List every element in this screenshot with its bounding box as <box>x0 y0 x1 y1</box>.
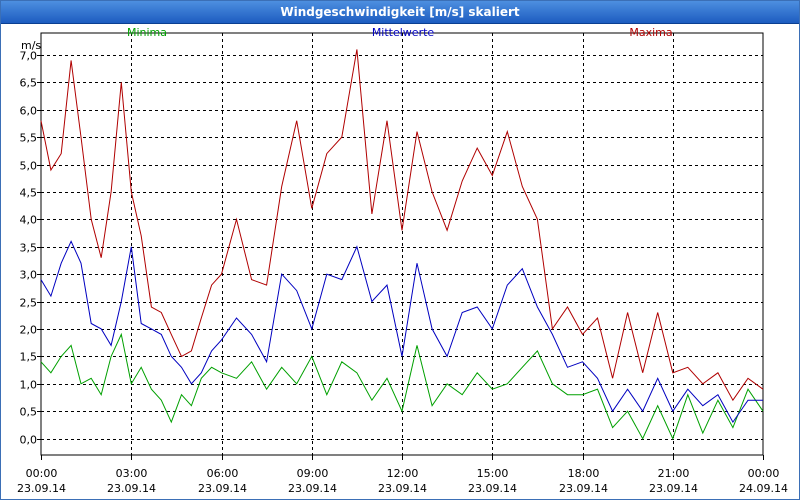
y-tick-label: 4,5 <box>20 187 38 200</box>
x-tick-time: 06:00 <box>207 467 239 480</box>
series-line-mittelwerte <box>40 240 763 424</box>
x-tick-date: 23.09.14 <box>468 482 517 495</box>
y-tick-label: 6,5 <box>20 77 38 90</box>
series-line-maxima <box>40 49 764 402</box>
x-tick-date: 23.09.14 <box>17 482 66 495</box>
y-tick-label: 1,5 <box>20 351 38 364</box>
y-tick-label: 3,0 <box>20 269 38 282</box>
x-tick-time: 18:00 <box>568 467 600 480</box>
legend-maxima: Maxima <box>629 26 672 39</box>
x-tick-time: 09:00 <box>297 467 329 480</box>
x-tick-time: 03:00 <box>116 467 148 480</box>
chart-title: Windgeschwindigkeit [m/s] skaliert <box>1 1 799 24</box>
y-tick-label: 3,5 <box>20 242 38 255</box>
x-tick-time: 15:00 <box>477 467 509 480</box>
x-tick-date: 24.09.14 <box>739 482 788 495</box>
x-tick-date: 23.09.14 <box>198 482 247 495</box>
x-tick-time: 21:00 <box>658 467 690 480</box>
y-tick-label: 4,0 <box>20 214 38 227</box>
x-tick-time: 12:00 <box>387 467 419 480</box>
legend-mittelwerte: Mittelwerte <box>372 26 435 39</box>
x-tick-date: 23.09.14 <box>107 482 156 495</box>
y-tick-label: 0,0 <box>20 434 38 447</box>
wind-speed-chart: 0,0 0,5 1,0 1,5 2,0 2,5 3,0 3,5 4,0 4,5 5,0 5,5 6,0 6… <box>17 26 788 495</box>
y-tick-label: 1,0 <box>20 379 38 392</box>
y-tick-label: 7,0 <box>20 50 38 63</box>
y-tick-label: 6,0 <box>20 105 38 118</box>
y-tick-label: 0,5 <box>20 406 38 419</box>
series-line-minima <box>40 332 764 440</box>
y-tick-label: 5,5 <box>20 132 38 145</box>
y-tick-label: 5,0 <box>20 160 38 173</box>
x-tick-date: 23.09.14 <box>649 482 698 495</box>
x-tick-date: 23.09.14 <box>288 482 337 495</box>
y-axis-label: m/s <box>21 39 41 52</box>
legend-minima: Minima <box>127 26 167 39</box>
y-tick-label: 2,5 <box>20 297 38 310</box>
y-tick-label: 2,0 <box>20 324 38 337</box>
x-tick-time: 00:00 <box>748 467 780 480</box>
x-tick-date: 23.09.14 <box>559 482 608 495</box>
x-tick-time: 00:00 <box>26 467 58 480</box>
x-tick-date: 23.09.14 <box>378 482 427 495</box>
